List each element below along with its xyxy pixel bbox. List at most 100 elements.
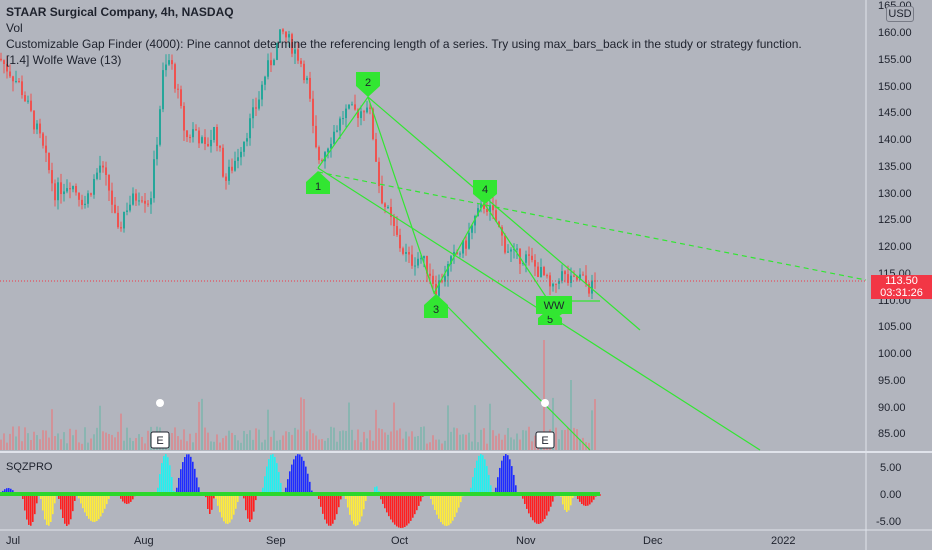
sqz-bar bbox=[176, 487, 178, 494]
sqzpro-indicator-label[interactable]: SQZPRO bbox=[6, 461, 53, 473]
time-tick: Nov bbox=[516, 535, 536, 547]
sqz-bar bbox=[299, 454, 301, 494]
sqz-bar bbox=[589, 494, 591, 505]
sqz-bar bbox=[291, 464, 293, 494]
candle-body bbox=[522, 262, 524, 264]
sqz-bar bbox=[365, 494, 367, 501]
sqz-bar bbox=[507, 455, 509, 494]
sqz-bar bbox=[550, 494, 552, 507]
sqz-bar bbox=[448, 494, 450, 526]
candle-body bbox=[387, 206, 389, 208]
volume-bar bbox=[423, 426, 425, 450]
volume-bar bbox=[303, 399, 305, 450]
sqz-bar bbox=[384, 494, 386, 509]
candle-body bbox=[351, 104, 353, 106]
candle-body bbox=[399, 234, 401, 249]
volume-bar bbox=[543, 340, 545, 450]
sqz-bar bbox=[196, 477, 198, 494]
earnings-marker-aug[interactable]: E bbox=[150, 399, 170, 449]
price-pane[interactable] bbox=[0, 0, 866, 450]
volume-bar bbox=[471, 441, 473, 450]
volume-bar bbox=[324, 440, 326, 450]
volume-bar bbox=[282, 435, 284, 450]
sqz-bar bbox=[390, 494, 392, 520]
price-axis[interactable]: 165.00 160.00 155.00 150.00 145.00 140.0… bbox=[878, 0, 912, 440]
sqz-bar bbox=[548, 494, 550, 512]
sqz-bar bbox=[22, 494, 24, 500]
volume-bar bbox=[354, 440, 356, 450]
volume-bar bbox=[93, 434, 95, 450]
volume-bar bbox=[489, 403, 491, 450]
symbol-title[interactable]: STAAR Surgical Company, 4h, NASDAQ bbox=[6, 5, 234, 19]
sqz-bar bbox=[161, 463, 163, 494]
volume-bar bbox=[408, 436, 410, 450]
earnings-marker-nov[interactable]: E bbox=[535, 399, 555, 449]
candle-body bbox=[192, 129, 194, 138]
vol-indicator-label[interactable]: Vol bbox=[6, 21, 23, 35]
sqz-bar bbox=[36, 494, 38, 504]
sqz-bar bbox=[165, 454, 167, 494]
wolfe-wave-indicator-label[interactable]: [1.4] Wolfe Wave (13) bbox=[6, 53, 122, 67]
sqz-bar bbox=[270, 454, 272, 494]
volume-bar bbox=[36, 435, 38, 450]
candle-body bbox=[72, 186, 74, 190]
candle-body bbox=[402, 248, 404, 254]
sqz-bar bbox=[450, 494, 452, 524]
sqz-bar bbox=[544, 494, 546, 519]
sqz-bar bbox=[440, 494, 442, 523]
price-tick: 95.00 bbox=[878, 375, 906, 387]
candle-body bbox=[195, 129, 197, 131]
time-axis[interactable]: Jul Aug Sep Oct Nov Dec 2022 bbox=[6, 535, 795, 547]
volume-bar bbox=[33, 431, 35, 450]
volume-bar bbox=[180, 439, 182, 450]
volume-bar bbox=[345, 430, 347, 450]
sqz-bar bbox=[322, 494, 324, 514]
svg-text:2: 2 bbox=[365, 77, 371, 89]
candle-body bbox=[261, 84, 263, 100]
candle-body bbox=[81, 199, 83, 206]
candle-body bbox=[237, 157, 239, 161]
volume-bar bbox=[384, 432, 386, 450]
sqz-bar bbox=[167, 457, 169, 494]
volume-bar bbox=[486, 443, 488, 450]
sqz-axis[interactable]: 5.00 0.00 -5.00 bbox=[876, 462, 901, 528]
sqz-bar bbox=[46, 494, 48, 525]
gap-finder-indicator-label[interactable]: Customizable Gap Finder (4000): Pine can… bbox=[6, 37, 802, 51]
sqz-bar bbox=[420, 494, 422, 502]
volume-bar bbox=[6, 442, 8, 450]
volume-bar bbox=[237, 440, 239, 450]
volume-bar bbox=[228, 430, 230, 450]
sqz-bar bbox=[211, 494, 213, 510]
candle-body bbox=[516, 248, 518, 250]
candle-body bbox=[267, 60, 269, 77]
sqz-bar bbox=[233, 494, 235, 515]
volume-bar bbox=[534, 435, 536, 450]
sqz-bar bbox=[130, 494, 132, 502]
candle-body bbox=[336, 130, 338, 132]
sqz-bar bbox=[303, 460, 305, 494]
volume-bar bbox=[492, 430, 494, 450]
candle-body bbox=[396, 226, 398, 235]
currency-button[interactable]: USD bbox=[886, 6, 914, 22]
sqz-bar bbox=[357, 494, 359, 526]
candle-body bbox=[342, 118, 344, 120]
sqz-bar bbox=[546, 494, 548, 516]
candle-body bbox=[438, 280, 440, 296]
candle-body bbox=[384, 203, 386, 207]
svg-text:WW: WW bbox=[544, 300, 565, 312]
sqz-bar bbox=[82, 494, 84, 509]
candle-body bbox=[486, 208, 488, 212]
time-tick: Aug bbox=[134, 535, 154, 547]
sqz-bar bbox=[430, 494, 432, 500]
candle-body bbox=[525, 254, 527, 263]
sqz-bar bbox=[452, 494, 454, 521]
candle-body bbox=[453, 251, 455, 257]
volume-bar bbox=[141, 436, 143, 450]
sqz-bar bbox=[363, 494, 365, 510]
candle-body bbox=[246, 138, 248, 142]
price-tick: 90.00 bbox=[878, 402, 906, 414]
candle-body bbox=[489, 205, 491, 212]
sqz-bar bbox=[104, 494, 106, 509]
sqz-bar bbox=[194, 468, 196, 494]
